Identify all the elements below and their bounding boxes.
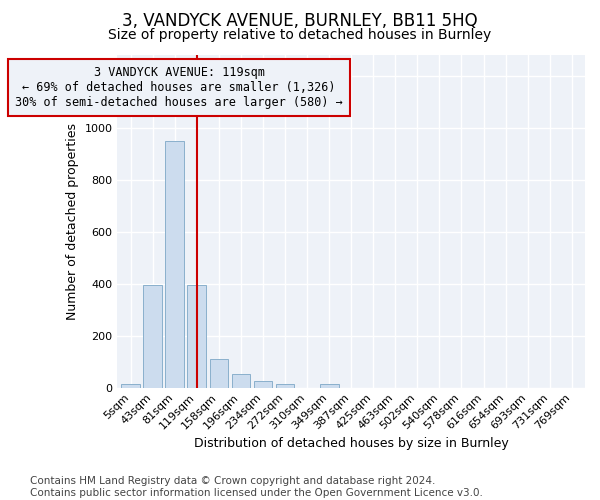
Y-axis label: Number of detached properties: Number of detached properties <box>66 123 79 320</box>
Text: Contains HM Land Registry data © Crown copyright and database right 2024.
Contai: Contains HM Land Registry data © Crown c… <box>30 476 483 498</box>
X-axis label: Distribution of detached houses by size in Burnley: Distribution of detached houses by size … <box>194 437 509 450</box>
Text: 3 VANDYCK AVENUE: 119sqm
← 69% of detached houses are smaller (1,326)
30% of sem: 3 VANDYCK AVENUE: 119sqm ← 69% of detach… <box>16 66 343 109</box>
Bar <box>187 286 206 388</box>
Text: 3, VANDYCK AVENUE, BURNLEY, BB11 5HQ: 3, VANDYCK AVENUE, BURNLEY, BB11 5HQ <box>122 12 478 30</box>
Bar <box>254 380 272 388</box>
Bar <box>166 140 184 388</box>
Bar <box>143 286 162 388</box>
Bar <box>320 384 338 388</box>
Bar <box>275 384 295 388</box>
Bar <box>209 359 228 388</box>
Text: Size of property relative to detached houses in Burnley: Size of property relative to detached ho… <box>109 28 491 42</box>
Bar <box>121 384 140 388</box>
Bar <box>232 374 250 388</box>
